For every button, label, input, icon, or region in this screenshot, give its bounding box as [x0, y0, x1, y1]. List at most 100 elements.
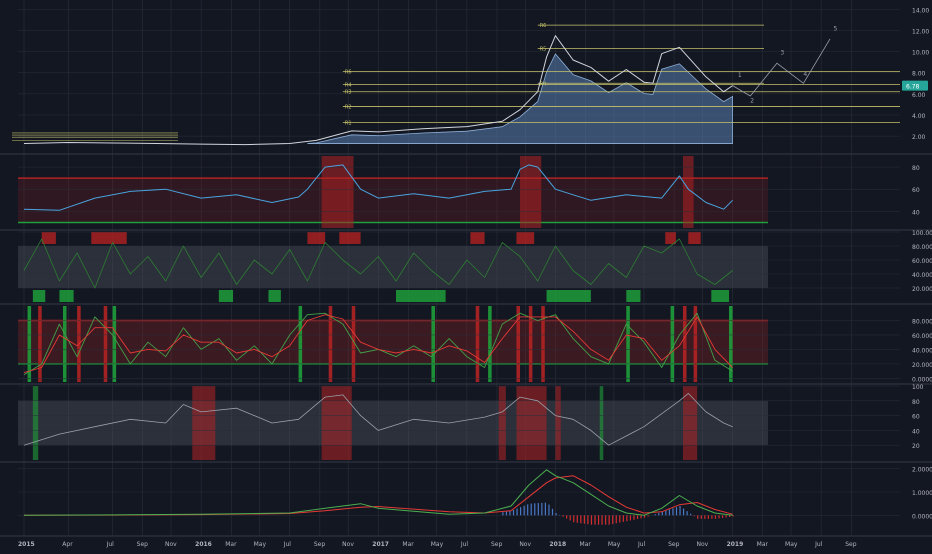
y-tick-label: 80	[912, 399, 920, 406]
y-tick-label: 20.0000	[912, 362, 932, 369]
macd-histogram-bar	[591, 515, 592, 524]
last-price-label: 6.78	[906, 84, 920, 91]
macd-histogram-bar	[577, 515, 578, 522]
oscillator-bottom-signal	[268, 290, 280, 302]
wave-count-label: 5	[834, 25, 838, 32]
oscillator-bottom-signal	[219, 290, 233, 302]
macd-histogram-bar	[655, 514, 656, 515]
rsi2-overbought-zone	[499, 386, 506, 460]
macd-histogram-bar	[637, 515, 638, 519]
oscillator-bottom-signal	[711, 290, 729, 302]
x-tick-label: Apr	[62, 541, 73, 548]
pivot-level-label: R6	[345, 70, 352, 76]
x-tick-label: Sep	[845, 541, 857, 548]
y-tick-label: 8.00	[912, 71, 926, 78]
y-tick-label: 2.00	[912, 134, 926, 141]
y-tick-label: 6.00	[912, 92, 926, 99]
macd-histogram-bar	[694, 515, 695, 516]
pivot-level-label: R5	[540, 46, 547, 52]
x-tick-label: May	[785, 541, 798, 548]
oscillator-bottom-signal	[33, 290, 45, 302]
stochastic-sell-bar	[541, 306, 545, 382]
macd-histogram-bar	[711, 515, 712, 519]
stochastic-buy-bar	[671, 306, 675, 382]
oscillator-bottom-signal	[59, 290, 73, 302]
y-tick-label: 40	[912, 209, 920, 216]
macd-histogram-bar	[676, 507, 677, 515]
macd-histogram-bar	[633, 515, 634, 519]
pivot-level-label: R4	[540, 81, 547, 87]
oscillator-top-signal	[339, 232, 360, 244]
macd-histogram-bar	[520, 507, 521, 515]
oscillator-bottom-signal	[547, 290, 591, 302]
macd-histogram-bar	[580, 515, 581, 523]
macd-histogram-bar	[687, 511, 688, 515]
rsi2-oversold-zone	[33, 386, 38, 460]
macd-histogram-bar	[626, 515, 627, 521]
wave-count-label: 1	[738, 72, 742, 79]
y-tick-label: 20.0000	[912, 286, 932, 293]
x-tick-label: Jul	[637, 541, 646, 548]
pivot-level-label: R6	[540, 23, 547, 29]
y-tick-label: 60.0000	[912, 258, 932, 265]
macd-histogram-bar	[552, 509, 553, 516]
x-tick-label: 2018	[549, 541, 566, 548]
oscillator-top-signal	[42, 232, 56, 244]
x-tick-label: Nov	[342, 541, 354, 548]
oscillator-top-signal	[470, 232, 484, 244]
macd-histogram-bar	[662, 512, 663, 516]
x-tick-label: Sep	[668, 541, 680, 548]
macd-histogram-bar	[601, 515, 602, 524]
x-tick-label: Jul	[814, 541, 823, 548]
y-tick-label: 100.0000	[912, 230, 932, 237]
rsi-range-band	[18, 178, 768, 222]
macd-histogram-bar	[541, 503, 542, 515]
macd-histogram-bar	[609, 515, 610, 524]
x-tick-label: Sep	[491, 541, 503, 548]
pivot-level-label: R4	[345, 82, 352, 88]
macd-histogram-bar	[733, 515, 734, 516]
macd-histogram-bar	[722, 515, 723, 518]
stochastic-sell-bar	[38, 306, 42, 382]
stochastic-sell-bar	[683, 306, 687, 382]
macd-histogram-bar	[524, 506, 525, 516]
y-tick-label: 80	[912, 165, 920, 172]
stochastic-buy-bar	[63, 306, 67, 382]
rsi2-overbought-zone	[555, 386, 560, 460]
oscillator-range-band	[18, 246, 768, 288]
x-tick-label: Mar	[402, 541, 414, 548]
x-tick-label: 2019	[727, 541, 744, 548]
macd-histogram-bar	[701, 515, 702, 519]
macd-histogram-bar	[548, 505, 549, 516]
pivot-level-label: R2	[345, 105, 352, 111]
x-tick-label: May	[254, 541, 267, 548]
stochastic-buy-bar	[431, 306, 435, 382]
oscillator-bottom-signal	[396, 290, 446, 302]
macd-histogram-bar	[594, 515, 595, 524]
pivot-level-label: R3	[345, 90, 352, 96]
macd-histogram-bar	[563, 515, 564, 516]
x-tick-label: Jul	[460, 541, 469, 548]
oscillator-top-signal	[91, 232, 126, 244]
pivot-level-label: R1	[345, 120, 352, 126]
x-tick-label: May	[431, 541, 444, 548]
macd-histogram-bar	[704, 515, 705, 519]
x-tick-label: Mar	[757, 541, 769, 548]
macd-histogram-bar	[513, 510, 514, 515]
stochastic-buy-bar	[626, 306, 630, 382]
stochastic-buy-bar	[113, 306, 117, 382]
stochastic-sell-bar	[104, 306, 108, 382]
y-tick-label: 0.0000	[912, 513, 932, 520]
y-tick-label: 60.0000	[912, 333, 932, 340]
macd-histogram-bar	[584, 515, 585, 523]
y-tick-label: 20	[912, 443, 920, 450]
stochastic-buy-bar	[488, 306, 492, 382]
wave-count-label: 3	[780, 50, 784, 57]
macd-histogram-bar	[616, 515, 617, 523]
x-tick-label: May	[608, 541, 621, 548]
macd-histogram-bar	[538, 503, 539, 515]
macd-histogram-bar	[527, 504, 528, 515]
y-tick-label: 1.0000	[912, 490, 932, 497]
